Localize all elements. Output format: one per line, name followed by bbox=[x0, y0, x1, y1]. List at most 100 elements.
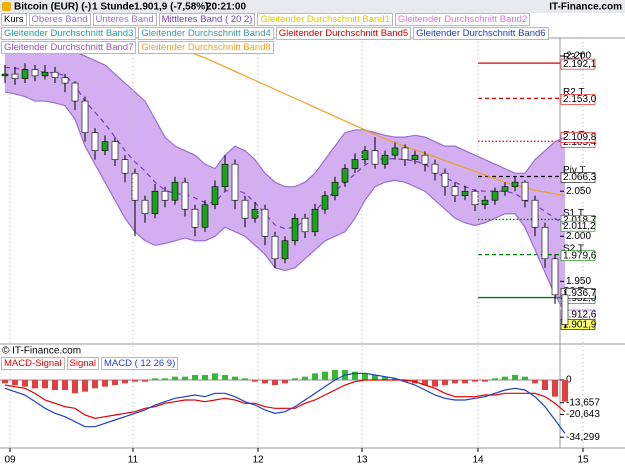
candle-body bbox=[121, 159, 129, 174]
candle-body bbox=[151, 190, 159, 215]
histogram-bar bbox=[232, 376, 238, 380]
candle-body bbox=[141, 199, 149, 215]
legend-item: Kurs bbox=[1, 13, 27, 26]
candle-body bbox=[311, 208, 319, 233]
candle-body bbox=[191, 208, 199, 228]
candle-body bbox=[551, 258, 559, 296]
pivot-name: S1 T bbox=[563, 208, 584, 219]
candle-body bbox=[321, 195, 329, 210]
histogram-bar bbox=[322, 371, 328, 380]
pivot-name: R3 T bbox=[563, 52, 585, 63]
histogram-bar bbox=[442, 380, 448, 385]
histogram-bar bbox=[562, 380, 568, 402]
candle-body bbox=[351, 159, 359, 169]
y-tick-label: 0 bbox=[566, 375, 572, 386]
y-tick-label: 1.950 bbox=[566, 276, 591, 287]
price-box bbox=[560, 250, 596, 261]
legend-item: MACD ( 12 26 9) bbox=[100, 357, 179, 370]
histogram-bar bbox=[22, 380, 28, 387]
candle-body bbox=[11, 73, 19, 79]
brand: IT-Finance.com bbox=[549, 2, 622, 13]
y-tick-label: 2.000 bbox=[566, 231, 591, 242]
histogram-bar bbox=[392, 378, 398, 380]
pivot-value: 2.192,1 bbox=[563, 59, 597, 70]
candle-body bbox=[81, 100, 89, 133]
legend-item: Oberes Band bbox=[28, 13, 91, 26]
candle-body bbox=[261, 208, 269, 237]
legend-item: Gleitender Durchschnitt Band7 bbox=[1, 41, 137, 54]
price-label: 1.901,9 bbox=[563, 319, 597, 330]
histogram-bar bbox=[522, 376, 528, 380]
candle-body bbox=[61, 77, 69, 84]
histogram-bar bbox=[452, 380, 458, 384]
candle-body bbox=[501, 186, 509, 192]
histogram-bar bbox=[162, 378, 168, 380]
candle-body bbox=[221, 163, 229, 188]
price-box bbox=[560, 319, 596, 330]
histogram-bar bbox=[262, 380, 268, 384]
candle-body bbox=[431, 163, 439, 174]
price-box bbox=[560, 132, 596, 143]
histogram-bar bbox=[12, 380, 18, 385]
histogram-bar bbox=[142, 380, 148, 382]
histogram-bar bbox=[172, 376, 178, 380]
copyright: © IT-Finance.com bbox=[2, 346, 81, 357]
x-tick-label: 09 bbox=[4, 455, 16, 466]
histogram-bar bbox=[402, 380, 408, 382]
header-bar bbox=[0, 0, 625, 13]
candle-body bbox=[451, 186, 459, 197]
candle-body bbox=[281, 240, 289, 260]
histogram-bar bbox=[212, 373, 218, 380]
price-label: 1.912,6 bbox=[563, 310, 597, 321]
histogram-bar bbox=[52, 380, 58, 390]
legend-item: Gleitender Durchschnitt Band5 bbox=[275, 27, 412, 40]
histogram-bar bbox=[362, 373, 368, 380]
histogram-bar bbox=[242, 378, 248, 380]
candle-body bbox=[441, 172, 449, 188]
series-line bbox=[4, 372, 566, 434]
histogram-bar bbox=[532, 380, 538, 384]
legend-item: Unteres Band bbox=[92, 13, 157, 26]
pivot-value: 1.979,6 bbox=[563, 250, 597, 261]
candle-body bbox=[561, 294, 569, 325]
price-label: 2.109,8 bbox=[563, 132, 597, 143]
histogram-bar bbox=[422, 380, 428, 385]
histogram-bar bbox=[432, 380, 438, 387]
candle-body bbox=[101, 141, 109, 151]
histogram-bar bbox=[42, 380, 48, 389]
x-tick-label: 11 bbox=[128, 455, 139, 466]
histogram-bar bbox=[92, 380, 98, 389]
y-tick-label: 2.050 bbox=[566, 186, 591, 197]
candle-body bbox=[511, 181, 519, 188]
histogram-bar bbox=[482, 380, 488, 382]
candle-body bbox=[331, 181, 339, 197]
candle-body bbox=[421, 154, 429, 165]
histogram-bar bbox=[282, 380, 288, 384]
candle-body bbox=[341, 168, 349, 183]
legend-item: Gleitender Durchschnitt Band4 bbox=[138, 27, 274, 40]
pivot-name: S2 T bbox=[563, 243, 584, 254]
pivot-value: 2.066,3 bbox=[563, 172, 597, 183]
histogram-bar bbox=[492, 378, 498, 380]
histogram-bar bbox=[32, 380, 38, 389]
app-icon bbox=[2, 2, 11, 11]
histogram-bar bbox=[152, 378, 158, 380]
histogram-bar bbox=[382, 376, 388, 380]
candle-body bbox=[181, 181, 189, 210]
pivot-name: Piv T bbox=[563, 165, 586, 176]
histogram-bar bbox=[82, 380, 88, 392]
candle-body bbox=[401, 147, 409, 160]
candle-body bbox=[291, 217, 299, 242]
candle-body bbox=[391, 147, 399, 156]
candle-body bbox=[471, 190, 479, 206]
histogram-bar bbox=[72, 380, 78, 394]
price-box bbox=[560, 288, 596, 299]
histogram-bar bbox=[552, 380, 558, 397]
candle-body bbox=[481, 199, 489, 206]
candle-body bbox=[161, 190, 169, 201]
histogram-bar bbox=[222, 375, 228, 380]
candle-body bbox=[211, 186, 219, 206]
price-label: 1.936,7 bbox=[563, 288, 597, 299]
candle-body bbox=[201, 204, 209, 228]
price-box bbox=[560, 172, 596, 183]
